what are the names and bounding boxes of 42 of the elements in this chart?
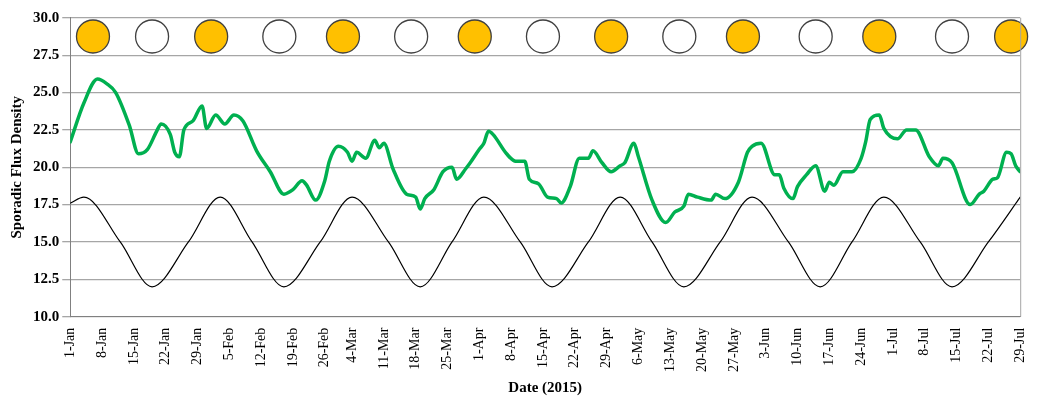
x-tick-label: 22-Apr: [566, 327, 582, 369]
x-tick-label: 15-Jul: [948, 327, 964, 363]
x-tick-label: 3-Jun: [757, 327, 773, 359]
x-tick-label: 19-Feb: [284, 327, 300, 368]
y-tick-label: 12.5: [33, 270, 60, 287]
x-tick-label: 11-Mar: [375, 327, 391, 370]
x-tick-label: 8-Jul: [916, 327, 932, 356]
y-axis-title: Sporadic Flux Density: [7, 95, 24, 239]
x-tick-label: 22-Jul: [980, 327, 996, 363]
x-tick-label: 8-Apr: [502, 327, 518, 362]
x-tick-label: 6-May: [630, 327, 646, 365]
x-tick-label: 29-Apr: [598, 327, 614, 369]
y-tick-label: 17.5: [33, 195, 60, 212]
x-tick-label: 20-May: [693, 327, 709, 372]
x-tick-label: 15-Apr: [534, 327, 550, 369]
x-tick-label: 8-Jan: [93, 327, 109, 358]
y-tick-label: 30.0: [33, 8, 60, 25]
x-tick-label: 18-Mar: [407, 327, 423, 370]
y-tick-label: 15.0: [33, 232, 60, 249]
y-tick-label: 10.0: [33, 307, 60, 324]
x-tick-label: 22-Jan: [157, 327, 173, 365]
y-tick-label: 20.0: [33, 158, 60, 175]
x-tick-label: 1-Apr: [470, 327, 486, 362]
x-tick-label: 12-Feb: [252, 327, 268, 368]
x-tick-label: 29-Jul: [1011, 327, 1027, 363]
x-tick-label: 1-Jan: [61, 327, 77, 358]
y-tick-label: 27.5: [33, 46, 60, 63]
x-tick-label: 4-Mar: [343, 327, 359, 363]
x-tick-label: 24-Jun: [852, 327, 868, 366]
x-tick-label: 10-Jun: [789, 327, 805, 366]
x-tick-label: 15-Jan: [125, 327, 141, 365]
x-tick-label: 26-Feb: [316, 327, 332, 368]
x-tick-label: 13-May: [661, 327, 677, 372]
x-tick-label: 17-Jun: [820, 327, 836, 366]
x-tick-label: 27-May: [725, 327, 741, 372]
y-tick-label: 25.0: [33, 83, 60, 100]
x-axis-title: Date (2015): [508, 378, 583, 396]
y-tick-label: 22.5: [33, 120, 60, 137]
x-tick-label: 29-Jan: [189, 327, 205, 365]
x-tick-label: 5-Feb: [221, 327, 236, 361]
x-tick-label: 25-Mar: [439, 327, 455, 370]
x-tick-label: 1-Jul: [884, 327, 900, 356]
